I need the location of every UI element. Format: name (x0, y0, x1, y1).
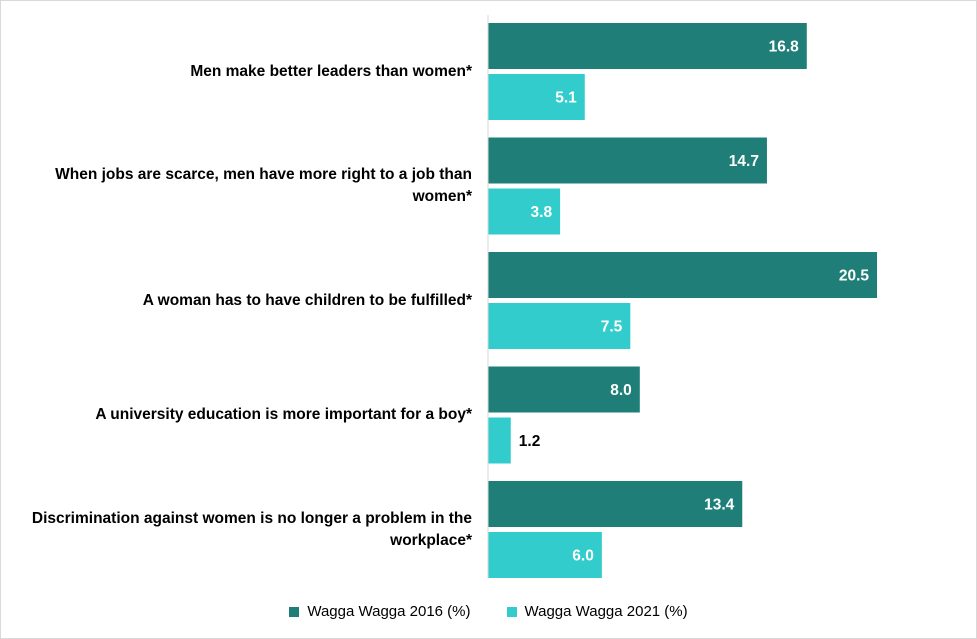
legend-item-2021: Wagga Wagga 2021 (%) (506, 603, 688, 620)
category-label-3: A university education is more important… (95, 406, 472, 423)
bar-2016-1 (488, 137, 767, 184)
legend-item-2016: Wagga Wagga 2016 (%) (289, 603, 471, 620)
bar-2016-4 (488, 481, 743, 527)
data-label-2021-4: 6.0 (572, 548, 594, 565)
bar-2021-1 (488, 188, 561, 235)
data-label-2016-3: 8.0 (610, 382, 632, 399)
bar-2016-0 (488, 23, 807, 69)
data-label-2021-2: 7.5 (601, 319, 623, 336)
data-label-2016-4: 13.4 (704, 497, 735, 514)
bar-2021-2 (488, 303, 631, 349)
legend: Wagga Wagga 2016 (%) Wagga Wagga 2021 (%… (0, 603, 977, 620)
data-label-2021-1: 3.8 (531, 204, 553, 221)
category-label-0: Men make better leaders than women* (190, 62, 472, 80)
data-label-2016-1: 14.7 (729, 153, 759, 170)
category-label-2: A woman has to have children to be fulfi… (142, 291, 472, 309)
bar-chart: 16.8 5.1 14.7 3.8 20.5 7.5 8.0 1.2 13.4 6.0 (487, 15, 877, 579)
legend-label-2021: Wagga Wagga 2021 (%) (524, 603, 688, 620)
legend-swatch-2016 (289, 606, 300, 617)
category-label-4: Discrimination against women is no longe… (31, 509, 472, 549)
data-label-2021-0: 5.1 (555, 90, 577, 107)
legend-label-2016: Wagga Wagga 2016 (%) (307, 603, 471, 620)
bar-2021-0 (488, 74, 585, 120)
bar-2021-4 (488, 532, 602, 578)
bar-2016-2 (488, 252, 877, 298)
bar-2016-3 (488, 366, 640, 413)
data-label-2016-0: 16.8 (769, 39, 800, 56)
data-label-2021-3: 1.2 (519, 433, 541, 450)
legend-swatch-2021 (506, 606, 517, 617)
data-label-2016-2: 20.5 (839, 268, 870, 285)
bar-2021-3 (488, 417, 511, 464)
category-label-1: When jobs are scarce, men have more righ… (55, 166, 472, 205)
